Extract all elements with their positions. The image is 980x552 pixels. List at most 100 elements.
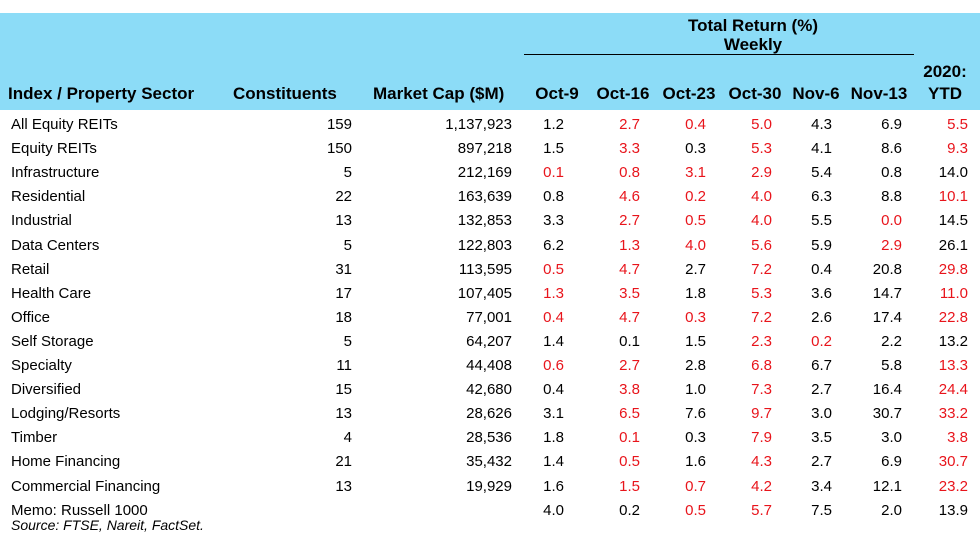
constituents-value: 4 [343,429,352,447]
weekly-return-value: 1.2 [543,116,564,133]
weekly-return-value: 0.4 [543,381,564,399]
weekly-return-value: 5.6 [751,236,772,254]
weekly-return-value: 4.7 [619,260,640,278]
constituents-value: 15 [335,381,352,399]
weekly-return-value: 1.8 [543,429,564,447]
market-cap-value: 107,405 [457,284,512,302]
ytd-return-value: 13.3 [938,357,968,374]
weekly-return-value: 4.6 [619,188,640,206]
ytd-return-value: 3.8 [947,429,968,447]
table-row: Health Care 17 107,405 1.3 3.5 1.8 5.3 3.6 14.7 1… [0,283,980,307]
market-cap-value: 122,803 [457,236,512,254]
market-cap-value: 163,639 [457,188,512,206]
constituents-value: 11 [336,357,352,374]
weekly-return-value: 8.8 [881,188,902,206]
sector-name: Lodging/Resorts [11,405,121,423]
col-header-week-4: Oct-30 [728,84,782,103]
col-header-week-1: Oct-9 [535,84,579,103]
weekly-return-value: 1.8 [685,284,706,302]
table-row: Office 18 77,001 0.4 4.7 0.3 7.2 2.6 17.4 22.8 [0,307,980,331]
weekly-return-value: 2.9 [881,236,902,254]
market-cap-value: 35,432 [466,453,512,471]
ytd-return-value: 14.0 [938,164,968,182]
table-row: Equity REITs 150 897,218 1.5 3.3 0.3 5.3 4.1 8.6… [0,138,980,162]
weekly-return-value: 0.2 [619,501,640,519]
weekly-return-value: 14.7 [872,284,902,302]
weekly-return-value: 6.8 [751,357,772,374]
weekly-return-value: 3.6 [811,284,832,302]
ytd-return-value: 23.2 [938,477,968,495]
weekly-return-value: 2.7 [619,357,640,374]
weekly-return-value: 2.3 [751,332,772,350]
ytd-return-value: 11.0 [939,284,968,302]
table-row: Self Storage 5 64,207 1.4 0.1 1.5 2.3 0.2 2.2 13.… [0,331,980,355]
weekly-return-value: 7.9 [751,429,772,447]
constituents-value: 13 [335,477,352,495]
weekly-return-value: 4.0 [543,501,564,519]
weekly-return-value: 20.8 [872,260,902,278]
weekly-return-value: 9.7 [751,405,772,423]
source-note: Source: FTSE, Nareit, FactSet. [11,517,204,533]
sector-name: Infrastructure [11,164,100,182]
market-cap-value: 42,680 [466,381,512,399]
weekly-return-value: 4.1 [811,140,832,158]
weekly-return-value: 0.1 [619,429,640,447]
weekly-return-value: 0.8 [543,188,564,206]
weekly-return-value: 0.7 [685,477,706,495]
weekly-return-value: 4.3 [811,116,832,133]
weekly-return-value: 2.7 [685,260,706,278]
weekly-return-value: 2.7 [811,381,832,399]
weekly-return-value: 0.4 [685,116,706,133]
table-row: Diversified 15 42,680 0.4 3.8 1.0 7.3 2.7 16.4 24… [0,379,980,403]
weekly-return-value: 0.1 [543,164,564,182]
col-header-ytd-year: 2020: [923,62,967,81]
ytd-return-value: 30.7 [938,453,968,471]
weekly-return-value: 8.6 [881,140,902,158]
weekly-return-value: 5.4 [811,164,832,182]
table-row: Home Financing 21 35,432 1.4 0.5 1.6 4.3 2.7 6.9… [0,451,980,475]
total-return-heading: Total Return (%) [687,16,818,35]
table-row: Data Centers 5 122,803 6.2 1.3 4.0 5.6 5.9 2.9 26… [0,235,980,259]
weekly-return-value: 0.3 [685,308,706,326]
weekly-return-value: 1.5 [619,477,640,495]
weekly-return-value: 5.8 [881,357,902,374]
weekly-return-value: 5.9 [811,236,832,254]
ytd-return-value: 24.4 [938,381,968,399]
weekly-return-value: 12.1 [872,477,902,495]
weekly-return-value: 1.4 [543,453,564,471]
weekly-return-value: 3.1 [543,405,564,423]
table-row: Retail 31 113,595 0.5 4.7 2.7 7.2 0.4 20.8 29.8 [0,259,980,283]
weekly-return-value: 5.7 [751,501,772,519]
sector-name: Retail [11,260,50,278]
weekly-return-value: 0.5 [543,260,564,278]
col-header-market-cap: Market Cap ($M) [373,84,505,103]
sector-name: Specialty [11,357,72,374]
weekly-return-value: 7.5 [811,501,832,519]
ytd-return-value: 33.2 [938,405,968,423]
weekly-return-value: 6.7 [811,357,832,374]
weekly-return-value: 1.0 [685,381,706,399]
weekly-return-value: 0.0 [881,212,902,230]
weekly-return-value: 3.0 [881,429,902,447]
weekly-return-value: 1.5 [543,140,564,158]
weekly-return-value: 3.8 [619,381,640,399]
weekly-return-value: 2.7 [811,453,832,471]
weekly-return-value: 30.7 [872,405,902,423]
weekly-return-value: 0.2 [811,332,832,350]
market-cap-value: 28,626 [466,405,512,423]
weekly-return-value: 2.9 [751,164,772,182]
weekly-return-value: 2.0 [881,501,902,519]
sector-name: Equity REITs [11,140,97,158]
constituents-value: 13 [335,405,352,423]
weekly-return-value: 5.3 [751,140,772,158]
weekly-return-value: 1.6 [543,477,564,495]
ytd-return-value: 22.8 [938,308,968,326]
table-row: Memo: Russell 1000 4.0 0.2 0.5 5.7 7.5 2.0 13.9 [0,500,980,524]
table-row: All Equity REITs 159 1,137,923 1.2 2.7 0.4 5.0… [0,114,980,138]
weekly-return-value: 4.0 [751,212,772,230]
weekly-return-value: 3.5 [811,429,832,447]
weekly-return-value: 0.3 [685,140,706,158]
sector-name: Self Storage [11,332,94,350]
sector-name: Home Financing [11,453,121,471]
constituents-value: 31 [335,260,352,278]
